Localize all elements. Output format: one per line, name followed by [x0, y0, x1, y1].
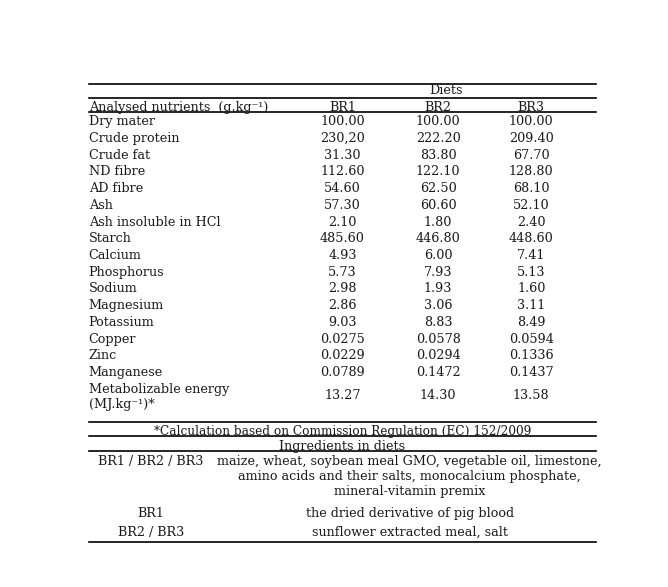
- Text: BR2: BR2: [425, 101, 452, 114]
- Text: 448.60: 448.60: [509, 232, 554, 245]
- Text: 1.60: 1.60: [517, 282, 546, 295]
- Text: Crude fat: Crude fat: [89, 149, 150, 161]
- Text: 446.80: 446.80: [415, 232, 460, 245]
- Text: 8.83: 8.83: [424, 316, 452, 329]
- Text: Manganese: Manganese: [89, 366, 163, 379]
- Text: 100.00: 100.00: [415, 115, 460, 128]
- Text: 68.10: 68.10: [513, 182, 550, 195]
- Text: 5.73: 5.73: [328, 266, 357, 279]
- Text: 230,20: 230,20: [320, 132, 365, 145]
- Text: Starch: Starch: [89, 232, 132, 245]
- Text: 0.0229: 0.0229: [320, 349, 365, 362]
- Text: Zinc: Zinc: [89, 349, 117, 362]
- Text: 0.0789: 0.0789: [320, 366, 365, 379]
- Text: BR3: BR3: [518, 101, 545, 114]
- Text: Ash insoluble in HCl: Ash insoluble in HCl: [89, 215, 220, 228]
- Text: 7.41: 7.41: [517, 249, 546, 262]
- Text: 1.93: 1.93: [424, 282, 452, 295]
- Text: Analysed nutrients  (g.kg⁻¹): Analysed nutrients (g.kg⁻¹): [89, 101, 268, 114]
- Text: 4.93: 4.93: [328, 249, 357, 262]
- Text: 209.40: 209.40: [509, 132, 554, 145]
- Text: 2.10: 2.10: [328, 215, 357, 228]
- Text: ND fibre: ND fibre: [89, 166, 145, 178]
- Text: 67.70: 67.70: [513, 149, 550, 161]
- Text: 57.30: 57.30: [324, 199, 361, 212]
- Text: 122.10: 122.10: [416, 166, 460, 178]
- Text: maize, wheat, soybean meal GMO, vegetable oil, limestone,
amino acids and their : maize, wheat, soybean meal GMO, vegetabl…: [217, 455, 602, 498]
- Text: 54.60: 54.60: [324, 182, 361, 195]
- Text: 0.0275: 0.0275: [320, 333, 365, 346]
- Text: 9.03: 9.03: [328, 316, 357, 329]
- Text: 5.13: 5.13: [517, 266, 546, 279]
- Text: 100.00: 100.00: [320, 115, 365, 128]
- Text: Ingredients in diets: Ingredients in diets: [279, 440, 405, 453]
- Text: 2.40: 2.40: [517, 215, 546, 228]
- Text: BR1 / BR2 / BR3: BR1 / BR2 / BR3: [98, 455, 204, 468]
- Text: Diets: Diets: [429, 84, 463, 97]
- Text: 14.30: 14.30: [420, 389, 456, 402]
- Text: 31.30: 31.30: [324, 149, 361, 161]
- Text: Crude protein: Crude protein: [89, 132, 179, 145]
- Text: 7.93: 7.93: [424, 266, 452, 279]
- Text: 0.1437: 0.1437: [509, 366, 554, 379]
- Text: 0.0594: 0.0594: [509, 333, 554, 346]
- Text: 62.50: 62.50: [420, 182, 456, 195]
- Text: AD fibre: AD fibre: [89, 182, 143, 195]
- Text: 52.10: 52.10: [513, 199, 550, 212]
- Text: 2.98: 2.98: [328, 282, 357, 295]
- Text: Dry mater: Dry mater: [89, 115, 155, 128]
- Text: 6.00: 6.00: [424, 249, 452, 262]
- Text: 112.60: 112.60: [320, 166, 365, 178]
- Text: 13.27: 13.27: [324, 389, 361, 402]
- Text: 100.00: 100.00: [509, 115, 554, 128]
- Text: sunflower extracted meal, salt: sunflower extracted meal, salt: [312, 526, 508, 539]
- Text: 13.58: 13.58: [513, 389, 550, 402]
- Text: Copper: Copper: [89, 333, 136, 346]
- Text: 128.80: 128.80: [509, 166, 554, 178]
- Text: 0.0294: 0.0294: [415, 349, 460, 362]
- Text: 485.60: 485.60: [320, 232, 365, 245]
- Text: Ash: Ash: [89, 199, 112, 212]
- Text: the dried derivative of pig blood: the dried derivative of pig blood: [305, 507, 514, 520]
- Text: 1.80: 1.80: [424, 215, 452, 228]
- Text: Phosphorus: Phosphorus: [89, 266, 164, 279]
- Text: 8.49: 8.49: [517, 316, 546, 329]
- Text: 0.1336: 0.1336: [509, 349, 554, 362]
- Text: 0.0578: 0.0578: [415, 333, 460, 346]
- Text: BR1: BR1: [138, 507, 164, 520]
- Text: BR1: BR1: [329, 101, 356, 114]
- Text: 2.86: 2.86: [328, 299, 357, 312]
- Text: Calcium: Calcium: [89, 249, 142, 262]
- Text: BR2 / BR3: BR2 / BR3: [118, 526, 184, 539]
- Text: 83.80: 83.80: [420, 149, 456, 161]
- Text: 222.20: 222.20: [415, 132, 460, 145]
- Text: 0.1472: 0.1472: [415, 366, 460, 379]
- Text: Potassium: Potassium: [89, 316, 154, 329]
- Text: 60.60: 60.60: [420, 199, 456, 212]
- Text: 3.11: 3.11: [517, 299, 546, 312]
- Text: 3.06: 3.06: [424, 299, 452, 312]
- Text: Magnesium: Magnesium: [89, 299, 164, 312]
- Text: Sodium: Sodium: [89, 282, 138, 295]
- Text: *Calculation based on Commission Regulation (EC) 152/2009: *Calculation based on Commission Regulat…: [154, 426, 531, 438]
- Text: Metabolizable energy
(MJ.kg⁻¹)*: Metabolizable energy (MJ.kg⁻¹)*: [89, 383, 229, 411]
